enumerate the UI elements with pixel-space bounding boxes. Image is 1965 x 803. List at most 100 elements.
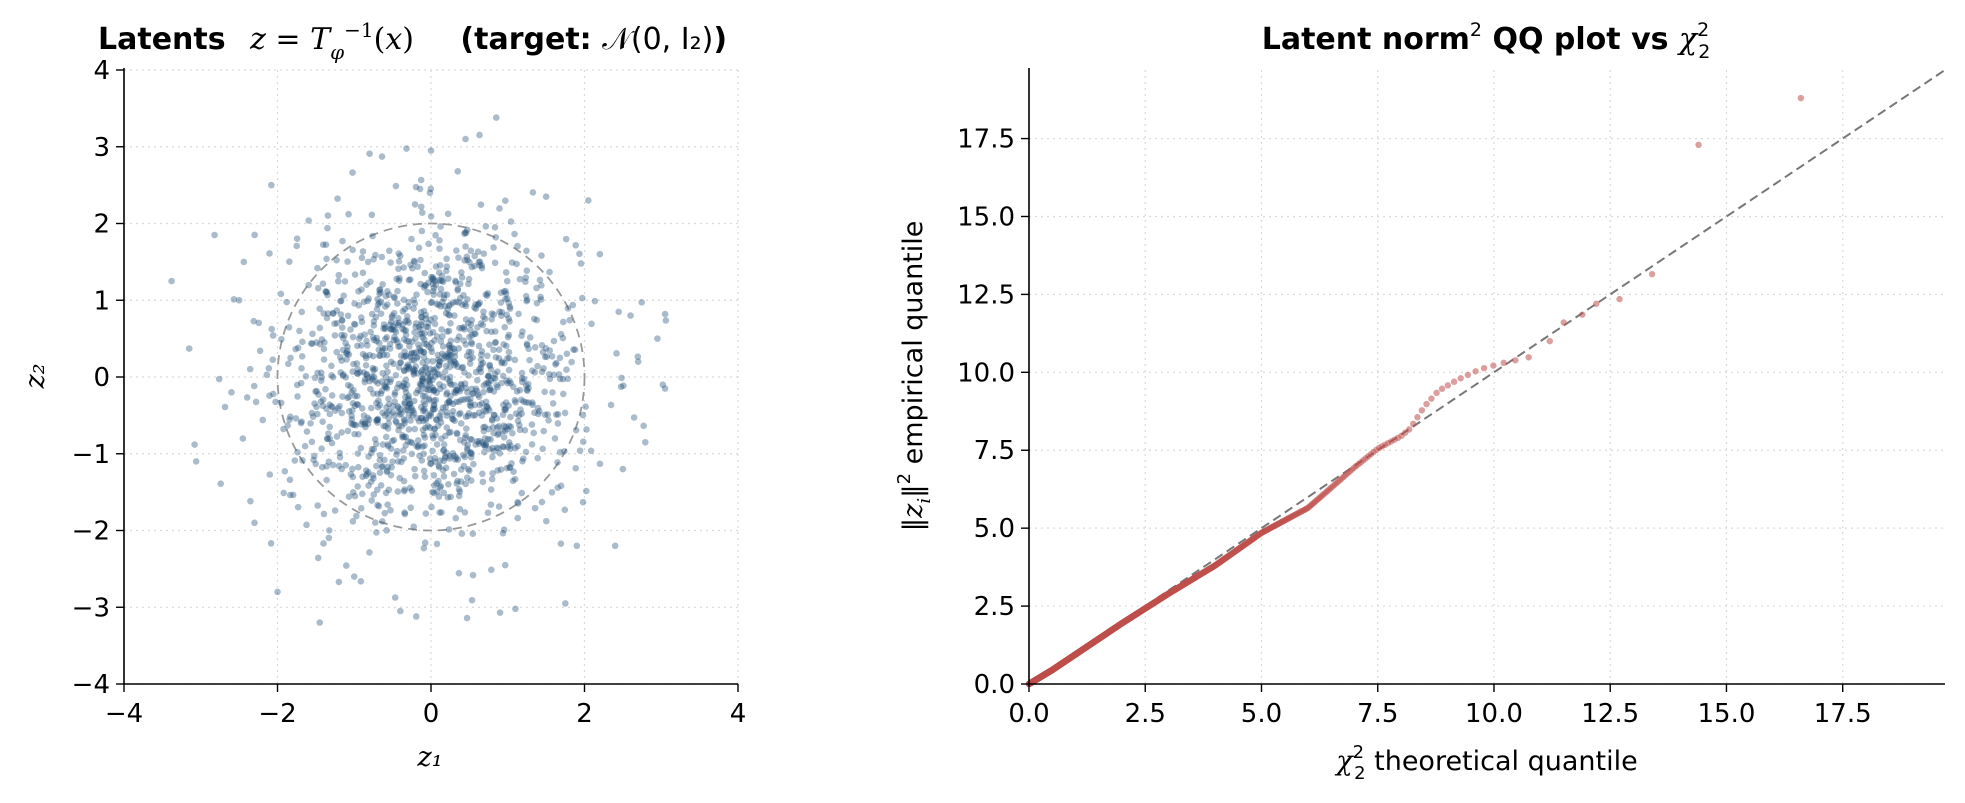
scatter-point — [389, 323, 397, 330]
scatter-point — [507, 442, 514, 449]
scatter-point — [505, 366, 513, 374]
scatter-point — [451, 417, 458, 424]
scatter-point — [427, 410, 434, 417]
scatter-point — [559, 334, 567, 342]
scatter-point — [381, 412, 389, 419]
scatter-point — [447, 493, 454, 501]
scatter-point — [340, 292, 348, 300]
scatter-point — [475, 409, 483, 416]
scatter-point — [215, 375, 223, 383]
scatter-point — [450, 357, 458, 365]
scatter-point — [538, 341, 546, 349]
scatter-point — [297, 419, 305, 427]
scatter-point — [502, 290, 510, 297]
scatter-point — [395, 258, 403, 265]
scatter-point — [378, 347, 386, 355]
scatter-point — [240, 258, 248, 266]
scatter-point — [368, 497, 376, 504]
scatter-point — [373, 337, 380, 345]
scatter-point — [430, 275, 437, 283]
scatter-point — [372, 251, 379, 259]
scatter-point — [487, 377, 495, 384]
scatter-point — [395, 314, 402, 322]
scatter-point — [351, 492, 359, 500]
scatter-point — [596, 460, 604, 468]
scatter-point — [334, 277, 342, 285]
scatter-point — [329, 310, 337, 317]
scatter-point — [354, 370, 361, 377]
scatter-point — [511, 396, 519, 404]
scatter-point — [489, 453, 496, 461]
scatter-point — [538, 282, 545, 289]
scatter-point — [440, 473, 448, 480]
scatter-point — [349, 465, 356, 473]
scatter-point — [431, 387, 438, 394]
scatter-point — [320, 356, 328, 363]
scatter-point — [473, 376, 481, 384]
scatter-point — [549, 400, 557, 407]
scatter-point — [396, 343, 404, 350]
scatter-point — [390, 360, 397, 368]
scatter-point — [349, 473, 357, 481]
right-title-lead: Latent norm — [1262, 22, 1470, 57]
scatter-point — [407, 417, 414, 424]
scatter-point — [464, 395, 471, 403]
scatter-point — [407, 276, 414, 283]
scatter-point — [481, 315, 489, 323]
scatter-point — [435, 493, 443, 500]
scatter-point — [351, 300, 358, 307]
scatter-point — [401, 420, 408, 427]
scatter-point — [534, 404, 542, 412]
scatter-point — [525, 384, 532, 392]
scatter-point — [374, 301, 382, 308]
scatter-point — [375, 346, 383, 354]
scatter-point — [470, 390, 477, 397]
scatter-point — [363, 337, 370, 345]
scatter-point — [550, 371, 558, 379]
scatter-point — [380, 325, 387, 332]
scatter-point — [336, 353, 344, 361]
scatter-point — [474, 301, 482, 308]
scatter-point — [421, 392, 429, 400]
scatter-point — [394, 488, 402, 495]
scatter-point — [443, 409, 451, 416]
scatter-point — [441, 302, 449, 310]
scatter-point — [434, 371, 441, 378]
scatter-point — [435, 276, 442, 284]
scatter-point — [259, 416, 267, 424]
scatter-point — [399, 434, 406, 441]
scatter-point — [307, 340, 315, 347]
scatter-point — [466, 401, 474, 409]
scatter-point — [333, 348, 341, 356]
scatter-point — [443, 291, 451, 298]
scatter-point — [349, 407, 356, 414]
scatter-point — [314, 554, 322, 562]
scatter-point — [270, 390, 277, 398]
scatter-point — [462, 413, 470, 421]
scatter-point — [519, 457, 526, 465]
scatter-point — [401, 486, 408, 493]
scatter-point — [402, 318, 409, 325]
scatter-point — [464, 296, 471, 303]
scatter-point — [538, 498, 546, 506]
scatter-point — [443, 412, 451, 419]
scatter-point — [468, 450, 476, 458]
scatter-point — [382, 489, 390, 497]
scatter-point — [405, 364, 413, 372]
scatter-point — [462, 135, 469, 143]
scatter-point — [582, 403, 589, 410]
scatter-point — [339, 334, 347, 342]
scatter-point — [446, 377, 454, 385]
scatter-point — [516, 386, 524, 394]
scatter-point — [379, 281, 386, 288]
scatter-point — [638, 298, 645, 306]
left-title-target-suffix: ) — [713, 22, 727, 57]
scatter-point — [457, 409, 464, 417]
scatter-point — [375, 502, 383, 510]
scatter-point — [433, 333, 441, 340]
scatter-point — [430, 489, 438, 497]
scatter-point — [466, 258, 473, 266]
scatter-point — [348, 412, 355, 420]
scatter-point — [450, 470, 458, 478]
